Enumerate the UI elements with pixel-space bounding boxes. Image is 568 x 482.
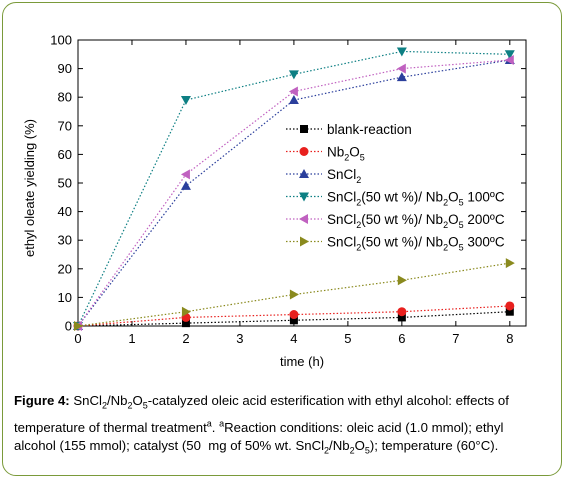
data-point (396, 47, 407, 57)
y-tick-label: 30 (58, 233, 72, 248)
legend-label: blank-reaction (327, 122, 412, 137)
legend-label: SnCl2 (327, 167, 361, 185)
caption-part: . (211, 420, 220, 436)
legend-marker (299, 214, 308, 224)
legend-label: SnCl2(50 wt %)/ Nb2O5 200ºC (327, 212, 505, 230)
data-point (397, 313, 406, 322)
caption-part: ); temperature (60°C). (369, 438, 499, 454)
caption-part: 2 (101, 400, 107, 411)
figure-caption: Figure 4: SnCl2/Nb2O5-catalyzed oleic ac… (14, 392, 548, 460)
data-point (289, 310, 299, 320)
data-point (504, 50, 515, 60)
caption-part: /Nb (106, 393, 128, 408)
data-point (505, 258, 515, 269)
data-point (505, 307, 514, 316)
y-tick-label: 10 (58, 290, 72, 305)
x-tick-label: 0 (74, 331, 81, 346)
data-point (180, 96, 191, 106)
caption-part: O (354, 438, 365, 454)
data-point (288, 70, 299, 80)
data-point (180, 180, 191, 190)
y-tick-label: 100 (50, 33, 72, 48)
x-tick-label: 1 (128, 331, 135, 346)
y-tick-label: 70 (58, 118, 72, 133)
caption-part: a (219, 418, 225, 429)
legend-marker (300, 236, 309, 247)
y-tick-label: 50 (58, 176, 72, 191)
caption-part: O (132, 393, 143, 408)
figure-frame (2, 2, 562, 476)
legend-marker (299, 192, 309, 202)
x-tick-label: 2 (182, 331, 189, 346)
data-point (505, 301, 515, 311)
legend-label: SnCl2(50 wt %)/ Nb2O5 100ºC (327, 190, 505, 208)
x-tick-label: 5 (344, 331, 351, 346)
caption-part: 5 (364, 445, 370, 456)
data-point (180, 169, 190, 180)
caption-label: Figure 4: (14, 393, 70, 408)
data-point (396, 63, 406, 74)
caption-part: SnCl (69, 393, 102, 408)
data-point (397, 275, 407, 286)
caption-part: 2 (349, 445, 355, 456)
x-tick-label: 6 (398, 331, 405, 346)
data-point (504, 55, 514, 66)
data-point (181, 319, 190, 328)
caption-part: -catalyzed oleic acid esterification wit… (14, 393, 509, 436)
caption-text: SnCl2/Nb2O5-catalyzed oleic acid esterif… (14, 393, 509, 456)
data-point (289, 316, 298, 325)
legend-label: Nb2O5 (327, 145, 365, 163)
y-tick-label: 20 (58, 261, 72, 276)
y-tick-label: 40 (58, 204, 72, 219)
y-tick-label: 80 (58, 90, 72, 105)
legend-marker (300, 125, 308, 133)
y-tick-label: 60 (58, 147, 72, 162)
data-point (288, 86, 298, 97)
caption-part: 2 (324, 445, 330, 456)
caption-part: Reaction conditions: oleic acid (1.0 mmo… (14, 420, 504, 454)
legend-label: SnCl2(50 wt %)/ Nb2O5 300ºC (327, 235, 505, 253)
data-point (397, 307, 407, 317)
x-tick-label: 7 (452, 331, 459, 346)
y-tick-label: 0 (65, 319, 72, 334)
x-axis-label: time (h) (280, 354, 324, 369)
data-point (396, 72, 407, 82)
caption-part: /Nb (329, 438, 350, 454)
caption-part: a (206, 418, 212, 429)
caption-part: 2 (127, 400, 133, 411)
data-point (181, 306, 191, 317)
x-tick-label: 3 (236, 331, 243, 346)
data-point (74, 321, 83, 331)
data-point (288, 95, 299, 105)
legend-marker (299, 169, 309, 178)
x-tick-label: 8 (506, 331, 513, 346)
y-tick-label: 90 (58, 61, 72, 76)
y-axis-label: ethyl oleate yielding (%) (22, 119, 37, 257)
x-tick-label: 4 (290, 331, 297, 346)
legend-marker (299, 147, 309, 156)
plot-area (77, 39, 527, 327)
data-point (289, 289, 299, 300)
caption-part: 5 (142, 400, 148, 411)
